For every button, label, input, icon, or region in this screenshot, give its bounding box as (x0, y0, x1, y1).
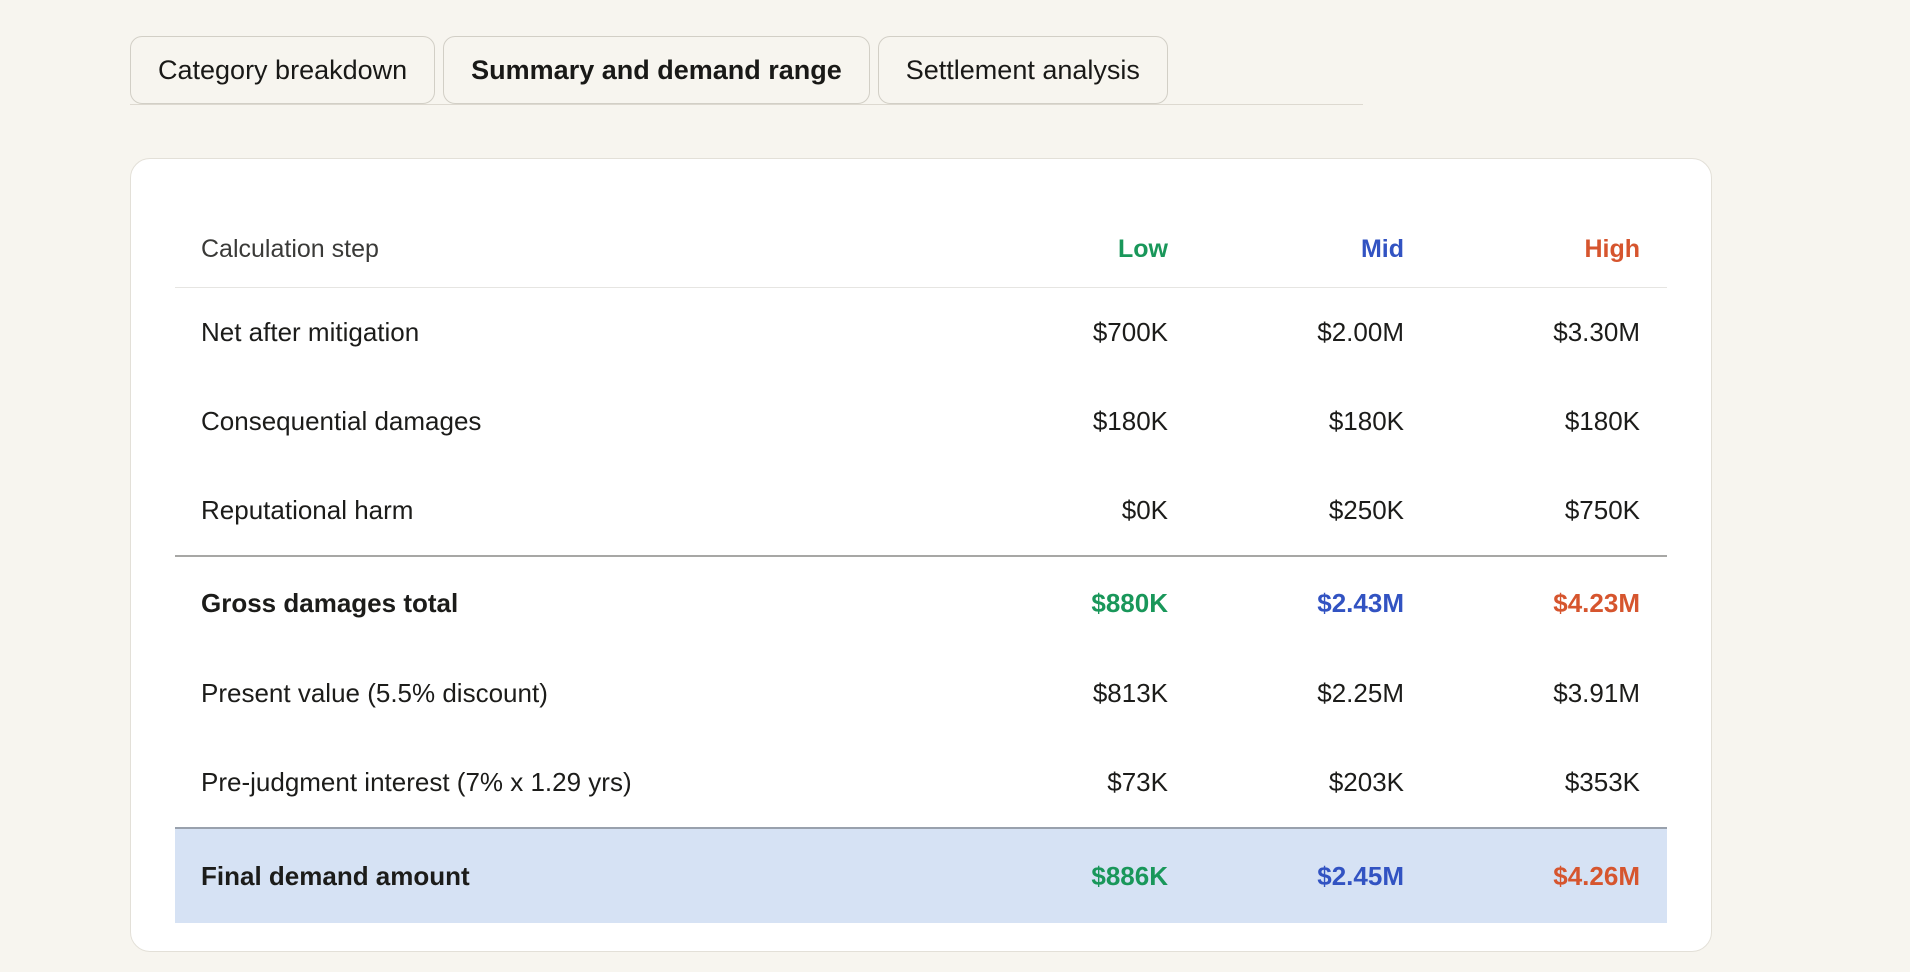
value-mid: $203K (1328, 767, 1404, 797)
table-row: Pre-judgment interest (7% x 1.29 yrs) $73… (175, 738, 1667, 827)
value-mid: $2.25M (1317, 678, 1404, 708)
value-low: $880K (1091, 587, 1168, 618)
value-mid: $2.43M (1317, 587, 1404, 618)
table-row: Reputational harm $0K $250K $750K (175, 466, 1667, 555)
table-row: Present value (5.5% discount) $813K $2.25M… (175, 649, 1667, 738)
value-low: $73K (1107, 767, 1168, 797)
value-high: $4.26M (1553, 860, 1640, 891)
value-low: $0K (1121, 495, 1168, 525)
value-high: $180K (1564, 406, 1640, 436)
value-high: $353K (1564, 767, 1640, 797)
table-row: Gross damages total $880K $2.43M $4.23M (175, 555, 1667, 649)
value-mid: $2.45M (1317, 860, 1404, 891)
value-high: $750K (1564, 495, 1640, 525)
row-label: Consequential damages (201, 406, 482, 436)
tab-category-breakdown[interactable]: Category breakdown (130, 36, 436, 104)
row-label: Pre-judgment interest (7% x 1.29 yrs) (201, 767, 632, 797)
value-high: $4.23M (1553, 587, 1640, 618)
tab-summary-and-demand-range[interactable]: Summary and demand range (443, 36, 870, 104)
row-label: Gross damages total (201, 587, 459, 618)
row-label: Net after mitigation (201, 317, 420, 347)
row-label: Final demand amount (201, 860, 470, 891)
value-mid: $250K (1328, 495, 1404, 525)
table-row: Net after mitigation $700K $2.00M $3.30M (175, 288, 1667, 377)
value-low: $180K (1092, 406, 1168, 436)
header-mid: Mid (1360, 234, 1404, 263)
header-calculation-step: Calculation step (201, 234, 379, 263)
header-high: High (1584, 234, 1640, 263)
value-mid: $2.00M (1317, 317, 1404, 347)
value-mid: $180K (1328, 406, 1404, 436)
value-low: $886K (1091, 860, 1168, 891)
header-low: Low (1118, 234, 1168, 263)
value-high: $3.30M (1553, 317, 1640, 347)
value-low: $700K (1092, 317, 1168, 347)
table-row: Final demand amount $886K $2.45M $4.26M (175, 827, 1667, 923)
value-high: $3.91M (1553, 678, 1640, 708)
summary-card: Calculation step Low Mid High Net after … (130, 158, 1712, 952)
summary-table: Calculation step Low Mid High Net after … (175, 211, 1667, 923)
tab-settlement-analysis[interactable]: Settlement analysis (877, 36, 1168, 104)
table-row: Consequential damages $180K $180K $180K (175, 377, 1667, 466)
value-low: $813K (1092, 678, 1168, 708)
row-label: Present value (5.5% discount) (201, 678, 548, 708)
table-header-row: Calculation step Low Mid High (175, 211, 1667, 288)
row-label: Reputational harm (201, 495, 414, 525)
tab-bar: Category breakdown Summary and demand ran… (130, 36, 1363, 105)
